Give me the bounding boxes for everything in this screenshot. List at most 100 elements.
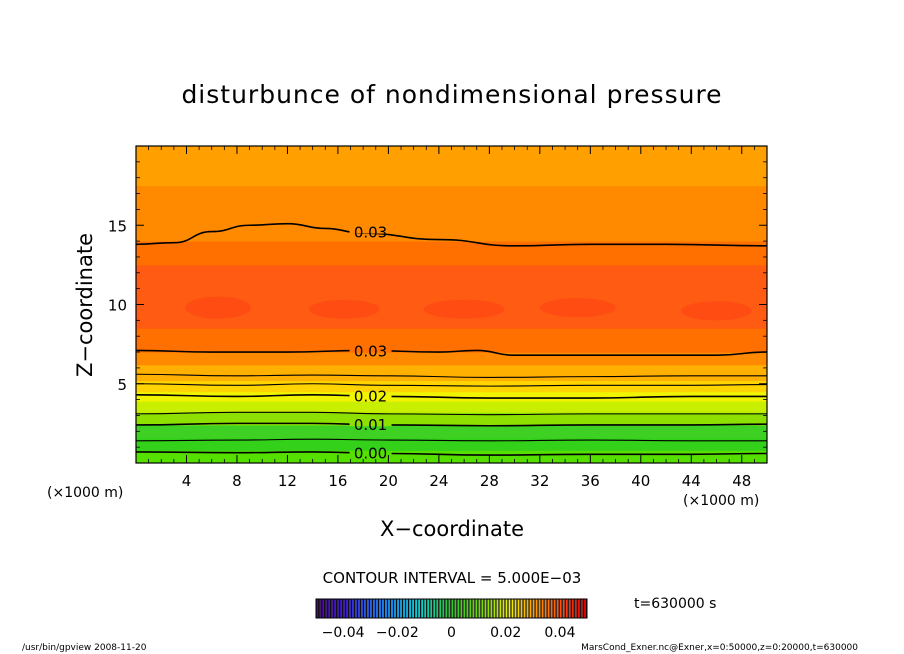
colorbar-gap-14 [359,599,362,618]
colorbar-stripe-74 [538,599,541,618]
colorbar-gap-28 [401,599,404,618]
x-tick-label-1: 8 [232,472,242,490]
colorbar-gap-88 [582,599,584,618]
colorbar-gap-23 [386,599,389,618]
colorbar-gap-45 [453,599,455,618]
contour-label-knockout-4 [349,393,392,398]
colorbar-gap-75 [543,599,545,618]
colorbar-stripe-56 [484,599,487,618]
y-axis: 5 10 15 [108,161,767,448]
colorbar-gap-68 [522,599,524,618]
colorbar-gap-9 [344,599,347,618]
pressure-blob-3 [539,298,616,318]
y-axis-label: Z−coordinate [73,233,97,377]
colorbar-gap-53 [477,599,479,618]
colorbar-gap-4 [329,599,332,618]
colorbar-gap-76 [546,599,548,618]
colorbar-gap-36 [426,599,428,618]
colorbar-gap-48 [462,599,464,618]
colorbar-gap-41 [441,599,443,618]
colorbar-gap-32 [414,599,416,618]
colorbar-stripe-73 [535,599,538,618]
colorbar-gap-73 [537,599,539,618]
colorbar-gap-2 [323,599,326,618]
colorbar-stripe-17 [367,599,369,618]
colorbar-stripe-8 [340,599,342,618]
contour-interval-text: CONTOUR INTERVAL = 5.000E−03 [323,569,582,587]
colorbar-stripe-19 [373,599,375,618]
colorbar-stripe-67 [517,599,520,618]
colorbar-gap-51 [471,599,473,618]
colorbar-stripe-39 [433,599,436,618]
colorbar-gap-30 [407,599,410,618]
colorbar-gap-18 [371,599,374,618]
colorbar-stripe-23 [385,599,387,618]
x-tick-label-6: 28 [480,472,499,490]
colorbar-stripe-78 [550,599,553,618]
contour-line-0 [135,451,768,456]
colorbar-stripe-30 [406,599,408,618]
colorbar-stripe-12 [352,599,354,618]
colorbar-stripe-47 [457,599,460,618]
colorbar-stripe-18 [370,599,372,618]
colorbar-stripe-79 [553,599,556,618]
color-band-9 [136,328,767,353]
colorbar-stripe-46 [454,599,457,618]
colorbar-tick-label-0: −0.04 [322,625,365,641]
colorbar-stripe-69 [523,599,526,618]
colorbar-gap-21 [380,599,383,618]
colorbar-stripe-60 [496,599,499,618]
contour-layer: 0.00 0.01 0.02 0.03 0.03 [135,222,768,463]
colorbar-gap-46 [456,599,458,618]
pressure-blob-2 [423,299,505,319]
contour-line-5 [135,383,768,387]
color-band-7 [136,364,767,382]
contour-label-knockout-2 [349,422,392,427]
colorbar-gap-84 [570,599,572,618]
colorbar-stripe-45 [451,599,454,618]
chart-title: disturbunce of nondimensional pressure [181,80,722,109]
colorbar-gap-31 [411,599,413,618]
colorbar-stripe-77 [547,599,550,618]
colorbar-stripe-83 [565,599,568,618]
colorbar-stripe-48 [460,599,463,618]
colorbar-stripe-57 [487,599,490,618]
colorbar-gap-44 [450,599,452,618]
color-band-13 [136,146,767,187]
colorbar-stripe-33 [415,599,418,618]
x-tick-label-3: 16 [328,472,347,490]
color-band-2 [136,424,767,439]
colorbar-gap-25 [392,599,395,618]
colorbar-gap-77 [549,599,551,618]
x-tick-label-7: 32 [530,472,549,490]
colorbar-gap-67 [519,599,521,618]
y-tick-label-2: 15 [108,217,127,235]
colorbar-stripe-29 [403,599,405,618]
colorbar-gap-69 [525,599,527,618]
colorbar-stripe-86 [574,599,577,618]
contour-label-8: 0.03 [354,224,387,242]
color-band-8 [136,352,767,366]
colorbar-gap-0 [317,599,320,618]
colorbar-tick-label-1: −0.02 [376,625,419,641]
colorbar-gap-62 [504,599,506,618]
colorbar-stripe-7 [337,599,339,618]
colorbar-stripe-49 [463,599,466,618]
colorbar-gap-1 [320,599,323,618]
colorbar-gap-66 [516,599,518,618]
color-band-10 [136,264,767,329]
x-tick-label-5: 24 [429,472,448,490]
colorbar-gap-35 [423,599,425,618]
x-tick-label-0: 4 [182,472,192,490]
y-tick-label-0: 5 [117,376,127,394]
contour-line-1 [135,438,767,442]
color-band-3 [136,412,767,426]
color-band-1 [136,437,767,451]
colorbar-gap-82 [564,599,566,618]
colorbar-stripe-31 [409,599,412,618]
colorbar-gap-38 [432,599,434,618]
colorbar-gap-7 [338,599,341,618]
colorbar-stripe-87 [577,599,580,618]
colorbar-stripe-36 [424,599,427,618]
